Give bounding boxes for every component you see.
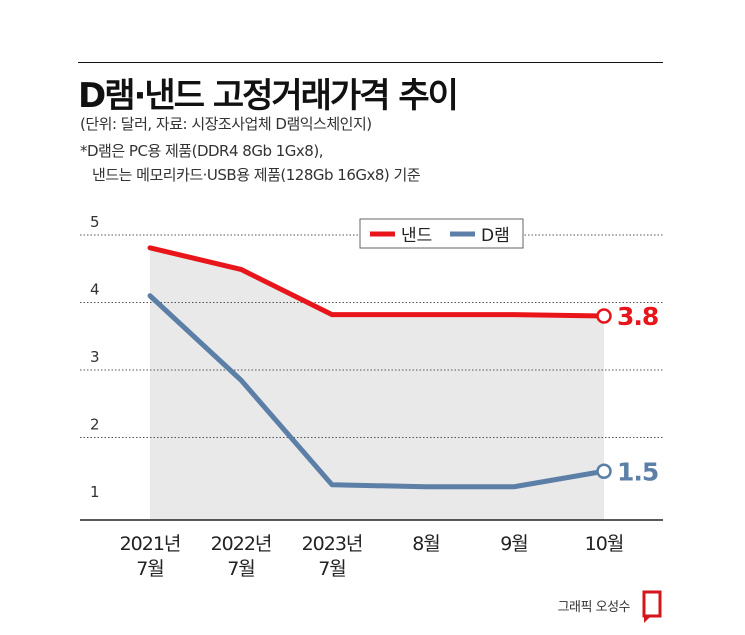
graphic-credit: 그래픽 오성수: [557, 600, 631, 615]
publisher-logo-icon: [642, 590, 662, 623]
x-tick-label: 9월: [500, 533, 528, 555]
nand-line-end-point: [596, 308, 612, 324]
x-tick-label: 10월: [585, 533, 624, 555]
legend: 낸드 D램: [359, 218, 524, 249]
nand-line: [147, 245, 607, 319]
footnote-line-2: 낸드는 메모리카드·USB용 제품(128Gb 16Gx8) 기준: [92, 166, 421, 184]
source-note: (단위: 달러, 자료: 시장조사업체 D램익스체인지): [80, 115, 372, 133]
x-tick-label: 7월: [227, 558, 255, 580]
y-tick-label: 5: [90, 213, 100, 231]
x-tick-label: 2023년: [302, 533, 363, 555]
dram-line: [147, 293, 607, 490]
top-rule: [78, 62, 663, 63]
y-tick-label: 1: [90, 483, 100, 501]
y-tick-label: 4: [90, 281, 100, 299]
shaded-area: [150, 247, 604, 520]
x-tick-label: 8월: [412, 533, 440, 555]
y-tick-label: 3: [90, 348, 100, 366]
legend-label-nand: 낸드: [401, 226, 432, 246]
y-tick-label: 2: [90, 416, 100, 434]
x-tick-label: 7월: [318, 558, 346, 580]
legend-label-dram: D램: [481, 226, 510, 246]
x-tick-label: 2021년: [120, 533, 181, 555]
chart-title: D램·낸드 고정거래가격 추이: [78, 76, 459, 116]
x-tick-label: 2022년: [211, 533, 272, 555]
nand-line-end-label: 3.8: [617, 302, 658, 331]
footnote-line-1: *D램은 PC용 제품(DDR4 8Gb 1Gx8),: [80, 142, 323, 160]
dram-line-end-label: 1.5: [617, 457, 658, 486]
dram-line-end-point: [596, 463, 612, 479]
x-tick-label: 7월: [136, 558, 164, 580]
